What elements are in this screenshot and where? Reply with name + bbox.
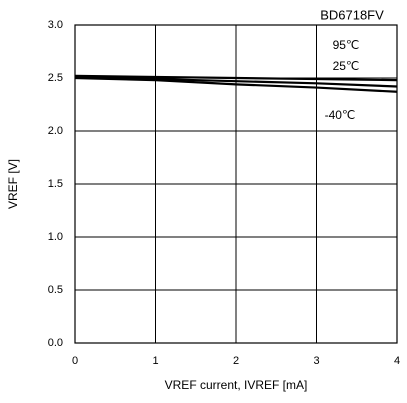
chart-title: BD6718FV: [320, 7, 384, 22]
series-line: [74, 76, 398, 93]
x-tick-label: 4: [394, 355, 400, 367]
y-tick-label: 2.0: [48, 125, 63, 137]
y-axis-label: VREF [V]: [6, 159, 20, 209]
x-tick-label: 2: [233, 355, 239, 367]
x-axis-label: VREF current, IVREF [mA]: [165, 378, 308, 392]
y-tick-label: 3.0: [48, 19, 63, 31]
x-tick-label: 1: [152, 355, 158, 367]
y-tick-label: 1.0: [48, 231, 63, 243]
series-label: -40℃: [325, 108, 356, 122]
y-tick-label: 2.5: [48, 72, 63, 84]
x-tick-label: 0: [72, 355, 78, 367]
y-tick-label: 0.5: [48, 284, 63, 296]
series-line: [74, 74, 398, 82]
series-label: 25℃: [333, 59, 360, 73]
x-tick-label: 3: [313, 355, 319, 367]
series-label: 95℃: [333, 38, 360, 52]
y-tick-label: 1.5: [48, 178, 63, 190]
y-tick-label: 0.0: [48, 337, 63, 349]
plot-frame: [74, 24, 398, 344]
